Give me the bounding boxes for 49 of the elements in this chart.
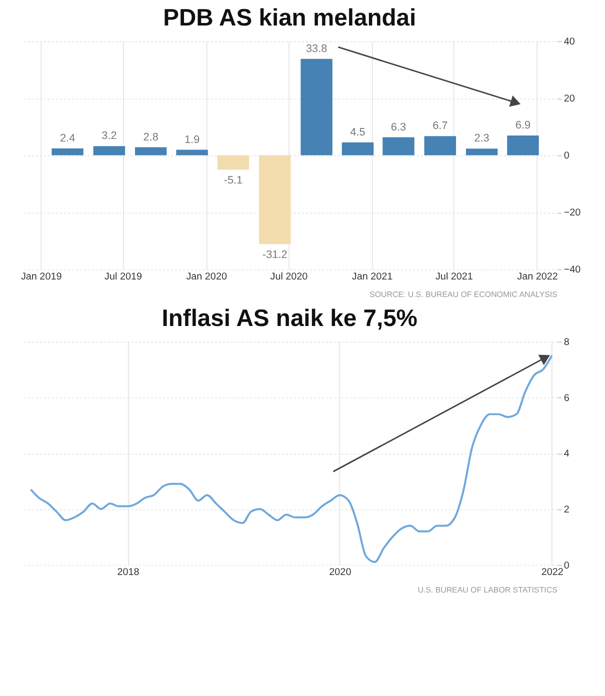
x-tick-label: Jan 2022	[517, 272, 558, 283]
y-tick-label: −40	[564, 264, 582, 276]
bar	[176, 150, 208, 156]
bar	[382, 137, 414, 156]
x-tick-label: Jan 2020	[186, 272, 228, 283]
bar	[134, 147, 167, 156]
data-label: -31.2	[262, 249, 288, 262]
bar	[217, 155, 250, 170]
source-note: SOURCE: U.S. BUREAU OF ECONOMIC ANALYSIS	[370, 290, 558, 300]
x-tick-label: Jul 2021	[435, 272, 474, 283]
bar	[507, 136, 539, 156]
chart-title: PDB AS kian melandai	[163, 4, 416, 32]
y-tick-label: 8	[564, 337, 570, 348]
y-tick-label: −20	[564, 208, 582, 219]
data-label: 6.3	[390, 121, 406, 134]
bar	[424, 136, 456, 156]
y-tick-label: 4	[564, 448, 570, 460]
bar	[466, 148, 498, 156]
x-tick-label: Jul 2020	[270, 272, 308, 283]
bar	[300, 58, 332, 156]
x-tick-label: Jan 2021	[352, 272, 394, 283]
x-tick-label: 2018	[117, 567, 140, 578]
y-tick-label: 20	[564, 94, 576, 105]
data-label: 2.4	[60, 132, 76, 144]
line-series	[30, 354, 553, 564]
bar	[342, 142, 374, 156]
text: U.S. BUREAU OF LABOR STATISTICS	[418, 586, 558, 595]
bar	[93, 146, 126, 156]
data-label: 33.8	[306, 42, 328, 55]
bar	[259, 155, 291, 244]
data-label: 6.9	[515, 120, 531, 132]
y-tick-label: 40	[564, 36, 576, 48]
y-tick-label: 6	[564, 392, 570, 404]
x-tick-label: Jul 2019	[104, 272, 142, 283]
data-label: -5.1	[224, 174, 243, 187]
data-label: 4.5	[350, 126, 366, 138]
x-tick-label: 2020	[329, 567, 352, 578]
data-label: 2.8	[143, 131, 158, 144]
data-label: 1.9	[184, 134, 200, 146]
x-tick-label: Jan 2019	[20, 272, 62, 283]
data-label: 3.2	[102, 130, 117, 142]
x-tick-label: 2022	[541, 567, 564, 578]
chart-title: Inflasi AS naik ke 7,5%	[162, 304, 418, 332]
y-tick-label: 0	[564, 150, 570, 162]
bar	[52, 148, 84, 156]
data-label: 2.3	[474, 132, 490, 145]
data-label: 6.7	[432, 120, 448, 132]
y-tick-label: 2	[564, 504, 570, 516]
y-tick-label: 0	[564, 560, 570, 572]
